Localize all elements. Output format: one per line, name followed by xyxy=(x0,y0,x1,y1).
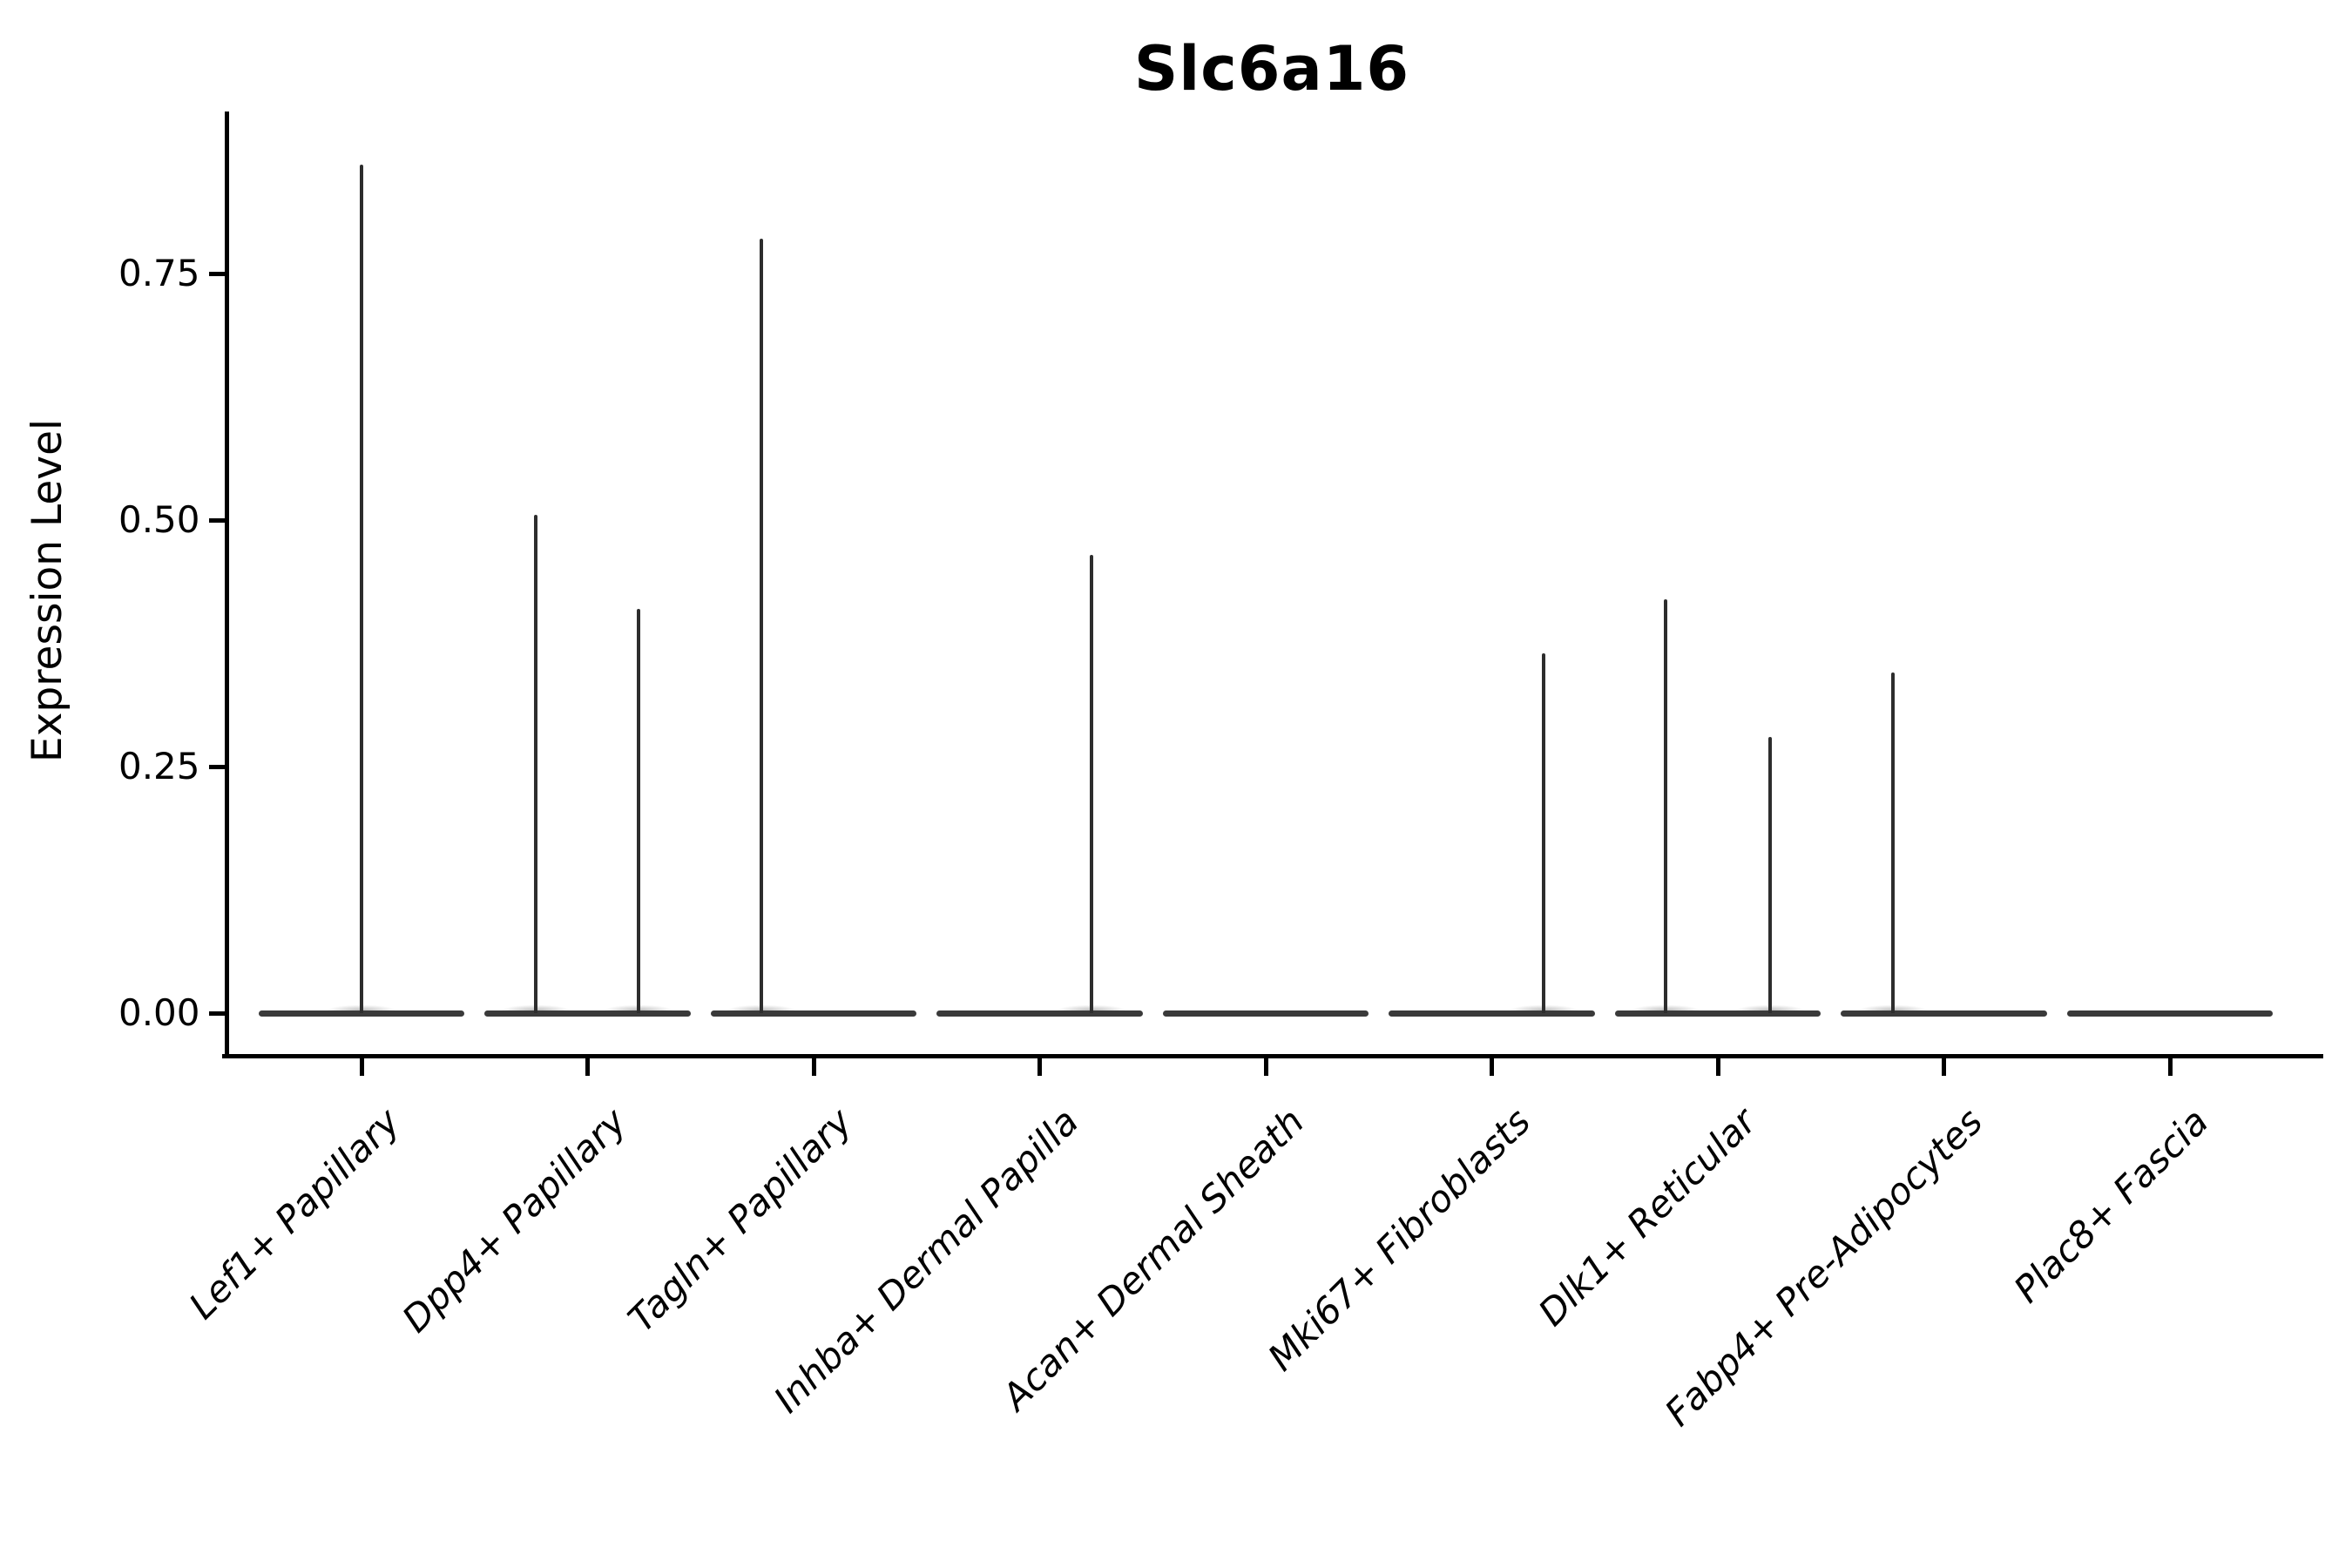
violin-baseline xyxy=(1614,1010,1821,1017)
x-tick-mark xyxy=(359,1058,364,1076)
violin-baseline xyxy=(484,1010,691,1017)
violin-spike xyxy=(1891,672,1896,1013)
x-tick-label-9: Plac8+ Fascia xyxy=(2005,1099,2217,1311)
x-tick-mark xyxy=(1942,1058,1946,1076)
violin-spike xyxy=(360,165,363,1013)
y-tick-label: 0.50 xyxy=(118,498,200,541)
violin-baseline xyxy=(1162,1010,1369,1017)
x-tick-label-3: Tagln+ Papillary xyxy=(619,1099,861,1341)
x-tick-label-7: Dlk1+ Reticular xyxy=(1530,1099,1765,1335)
x-tick-label-8: Fabp4+ Pre-Adipocytes xyxy=(1656,1099,1990,1435)
y-axis-spine xyxy=(224,112,229,1058)
chart-title: Slc6a16 xyxy=(1133,33,1410,105)
x-tick-mark xyxy=(1715,1058,1720,1076)
violin-spike xyxy=(636,608,640,1013)
violin-spike xyxy=(1542,652,1546,1013)
y-tick-mark xyxy=(208,517,225,523)
y-tick-mark xyxy=(208,1010,225,1016)
x-tick-label-4: Inhba+ Dermal Papilla xyxy=(765,1099,1086,1422)
violin-baseline xyxy=(2066,1010,2274,1017)
x-tick-label-1: Lef1+ Papillary xyxy=(180,1099,409,1328)
violin-baseline xyxy=(936,1010,1143,1017)
violin-spike xyxy=(1767,737,1772,1013)
x-tick-label-5: Acan+ Dermal Sheath xyxy=(993,1099,1313,1419)
violin-spike xyxy=(1664,598,1668,1013)
y-tick-label: 0.00 xyxy=(118,991,200,1034)
x-tick-mark xyxy=(585,1058,590,1076)
violin-baseline xyxy=(1389,1010,1595,1017)
violin-baseline xyxy=(1841,1010,2047,1017)
violin-spike xyxy=(1090,554,1094,1013)
y-tick-mark xyxy=(208,271,225,276)
violin-baseline xyxy=(258,1010,465,1017)
violin-spike xyxy=(533,515,537,1013)
y-tick-label: 0.75 xyxy=(118,252,200,294)
y-tick-label: 0.25 xyxy=(118,745,200,787)
violin-baseline xyxy=(710,1010,917,1017)
x-axis-spine xyxy=(222,1054,2323,1058)
x-tick-label-6: Mki67+ Fibroblasts xyxy=(1259,1099,1538,1380)
x-tick-mark xyxy=(1037,1058,1042,1076)
x-tick-mark xyxy=(1490,1058,1494,1076)
x-tick-label-2: Dpp4+ Papillary xyxy=(393,1099,634,1341)
x-tick-mark xyxy=(811,1058,816,1076)
y-tick-mark xyxy=(208,764,225,769)
x-tick-mark xyxy=(1263,1058,1268,1076)
x-tick-mark xyxy=(2167,1058,2173,1076)
violin-spike xyxy=(760,239,764,1013)
